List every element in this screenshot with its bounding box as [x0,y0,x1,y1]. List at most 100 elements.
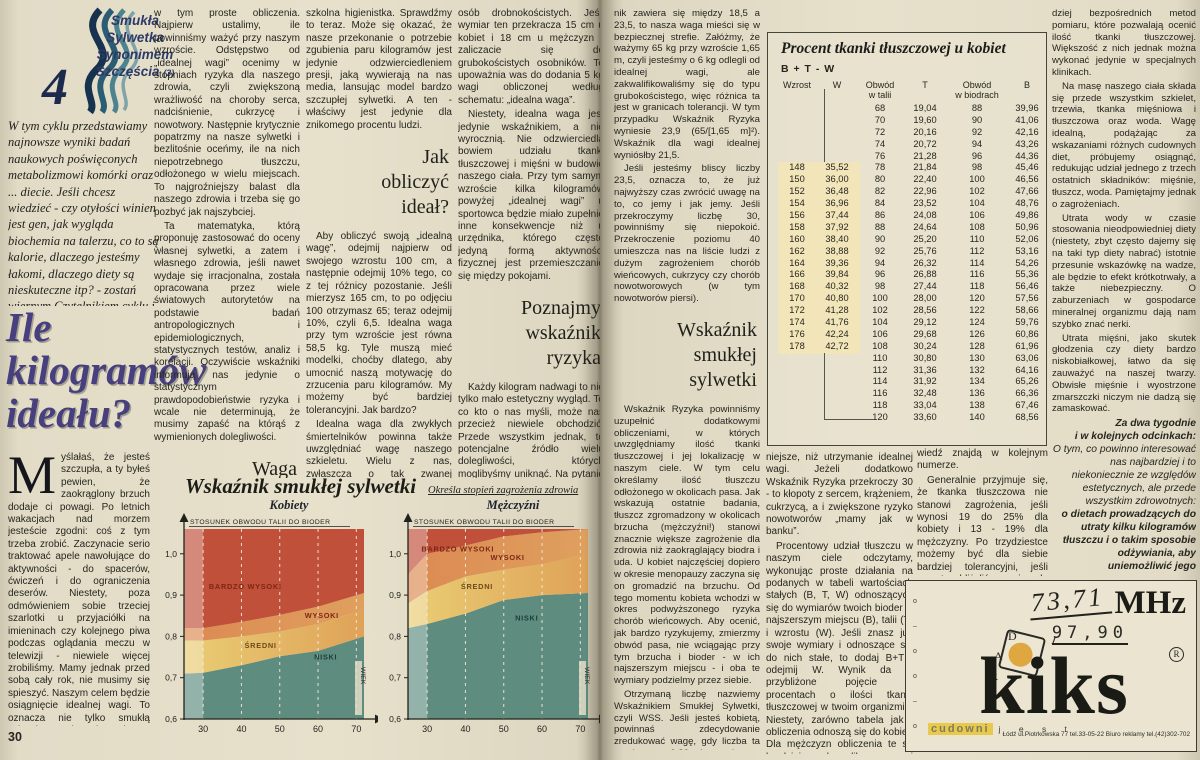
radio-kiks-advertisement: o – o o – o 73,71 MHz 97,90 R A D I O kik… [905,580,1197,752]
paragraph: Utrata mięśni, jako skutek głodzenia czy… [1052,332,1196,415]
frequency-printed: 97,90 [1051,623,1128,645]
subheading: Waga najwłaściwsza dla naszego zdrowia [251,458,297,478]
table-cell: 28,00 [913,293,937,304]
table-cell [776,353,818,365]
table-cell: 116 [872,388,888,399]
table-row: 68 19,04 88 39,96 [768,103,1046,115]
table-cell: 66,36 [1015,388,1039,399]
paragraph: Ta matematyka, którą proponuję zastosowa… [154,220,300,443]
registered-trademark-mark: R [1169,647,1184,662]
table-cell: 110 [872,352,888,363]
table-header-cell: W [832,80,842,90]
paragraph: Każdy kilogram nadwagi to nie tylko mało… [458,381,604,478]
chart-heading: Wskaźnik smukłej sylwetki Określa stopień… [185,474,625,499]
table-cell: 154 [789,198,805,209]
table-cell: 118 [969,281,985,292]
table-cell: 102 [969,186,985,197]
table-row: 70 19,60 90 41,06 [768,115,1046,127]
logo-number: 4 [41,59,68,116]
table-cell: 37,92 [825,221,849,232]
table-header-cell: Wzrost [783,80,811,90]
svg-text:ŚREDNI: ŚREDNI [245,641,277,650]
paragraph: szkolna higienistka. Sprawdźmy to teraz.… [306,8,452,131]
table-cell: 58,66 [1015,305,1039,316]
table-cell: 140 [969,412,985,423]
table-cell: 26,32 [913,257,937,268]
table-row: 174 41,76 104 29,12 124 59,76 [768,317,1046,329]
table-cell: 78 [874,162,886,173]
paragraph: Generalnie przyjmuje się, że tkanka tłus… [917,474,1048,576]
table-cell [818,412,856,424]
chart-women: Kobiety 0,6 0,7 0,8 0,9 1,0 30 40 50 60 70 STOSUNE… [154,498,384,754]
table-cell: 132 [969,364,985,375]
table-cell: 20,72 [913,138,937,149]
table-cell: 84 [874,198,886,209]
table-row: 158 37,92 88 24,64 108 50,96 [768,222,1046,234]
table-cell [818,127,856,139]
table-cell: 45,46 [1015,162,1039,173]
table-cell: 162 [789,245,805,256]
ad-address: Łódź ul.Piotrkowska 77 tel.33-05-22 Biur… [1002,731,1190,738]
table-cell: 112 [969,245,985,256]
table-cell: 136 [969,388,985,399]
area-chart-women: 0,6 0,7 0,8 0,9 1,0 30 40 50 60 70 STOSUNEK OBWODU… [154,513,384,758]
table-header-cell: Obwód w talii [865,80,895,100]
paragraph: dziej bezpośrednich metod pomiaru, które… [1052,8,1196,78]
table-cell: 130 [969,352,985,363]
paragraph: Niestety, idealna waga jest jedynie wska… [458,109,604,282]
table-row: 118 33,04 138 67,46 [768,400,1046,412]
table-cell [818,365,856,377]
series-intro-text: W tym cyklu przedstawiamy najnowsze wyni… [8,119,159,306]
table-cell [776,388,818,400]
column-8: dziej bezpośrednich metod pomiaru, które… [1052,8,1196,574]
announcement-line: o dietach prowadzących do utraty kilku k… [1061,509,1196,573]
paragraph: Jeśli jesteśmy bliscy liczby 23,5, oznac… [614,163,760,305]
table-cell: 39,84 [825,269,849,280]
table-cell: 61,96 [1015,340,1039,351]
series-title: Smukła Sylwetka Synonimem Szczęścia (3) [92,12,178,82]
table-cell: 26,88 [913,269,937,280]
table-cell [776,376,818,388]
table-cell: 60,86 [1015,328,1039,339]
table-cell: 110 [969,233,985,244]
club-4s-logo: 4 [28,6,158,116]
table-cell: 72 [874,126,886,137]
table-cell: 114 [969,257,985,268]
table-cell: 122 [969,305,985,316]
table-cell [776,115,818,127]
table-cell: 148 [789,162,805,173]
svg-text:30: 30 [422,724,432,734]
table-cell: 74 [874,138,886,149]
svg-text:50: 50 [499,724,509,734]
table-cell: 120 [872,412,888,423]
table-cell: 33,60 [913,412,937,423]
table-cell: 38,40 [825,233,849,244]
table-cell: 158 [789,221,805,232]
table-cell: 40,80 [825,293,849,304]
table-cell: 23,52 [913,198,937,209]
svg-text:0,8: 0,8 [165,631,177,641]
table-cell: 29,68 [913,328,937,339]
svg-text:70: 70 [351,724,361,734]
table-cell: 24,08 [913,210,937,221]
table-cell: 114 [872,376,888,387]
table-title: Procent tkanki tłuszczowej u kobiet [781,40,1006,57]
table-cell: 52,06 [1015,233,1039,244]
svg-text:1,0: 1,0 [389,549,401,559]
svg-text:BARDZO WYSOKI: BARDZO WYSOKI [421,545,494,554]
table-row: 148 35,52 78 21,84 98 45,46 [768,162,1046,174]
fat-percentage-table: Procent tkanki tłuszczowej u kobiet B + … [767,32,1047,446]
svg-text:ŚREDNI: ŚREDNI [461,582,493,591]
paragraph: wiedź znajdą w kolejnym numerze. [917,448,1048,472]
table-row: 112 31,36 132 64,16 [768,365,1046,377]
table-cell: 90 [874,233,886,244]
table-cell: 67,46 [1015,400,1039,411]
table-cell: 41,76 [825,317,849,328]
paragraph: Procentowy udział tłuszczu w naszym ciel… [766,540,913,754]
svg-text:STOSUNEK OBWODU TALII DO BIODE: STOSUNEK OBWODU TALII DO BIODER [190,519,330,526]
table-cell: 50,96 [1015,221,1039,232]
chart-panel-label-men: Mężczyźni [486,498,540,512]
table-cell: 152 [789,186,805,197]
subheading: Poznajmy wskaźnik ryzyka [521,296,601,369]
table-cell: 63,06 [1015,352,1039,363]
